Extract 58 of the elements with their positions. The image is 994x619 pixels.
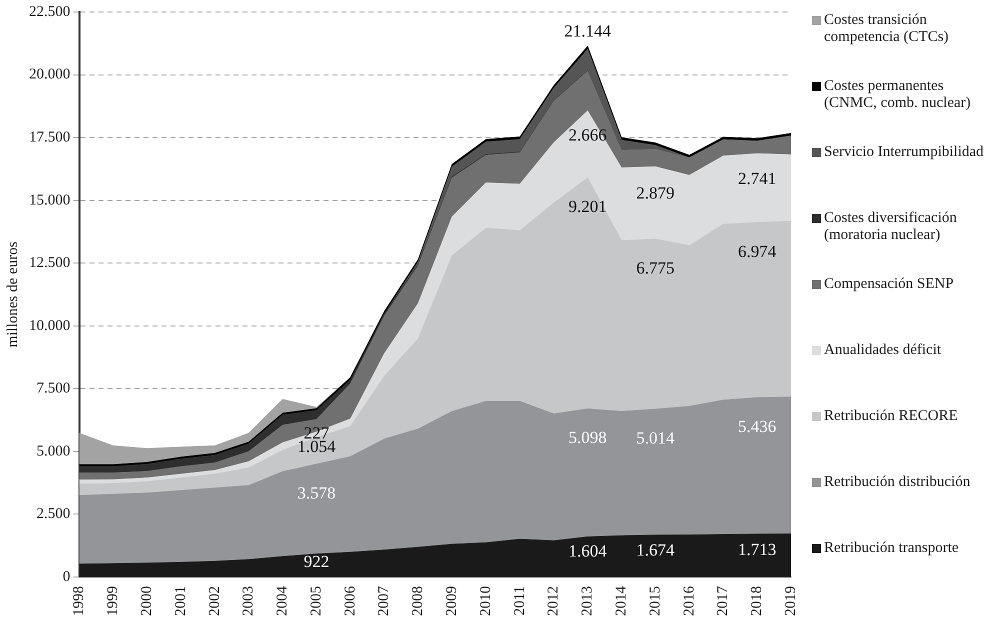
y-tick-label: 12.500 bbox=[29, 255, 70, 272]
x-tick-label: 2017 bbox=[715, 586, 732, 616]
y-tick-label: 15.000 bbox=[29, 192, 70, 208]
y-tick-label: 20.000 bbox=[29, 66, 70, 83]
legend-label: Compensación SENP bbox=[824, 276, 954, 293]
data-label: 2.879 bbox=[636, 184, 675, 203]
x-tick-label: 2012 bbox=[546, 586, 562, 616]
x-tick-label: 2007 bbox=[376, 586, 392, 616]
y-tick-label: 5.000 bbox=[36, 443, 70, 460]
data-label: 1.713 bbox=[738, 540, 776, 559]
x-tick-label: 2009 bbox=[444, 586, 460, 616]
x-tick-label: 1999 bbox=[105, 586, 122, 616]
data-label: 2.666 bbox=[568, 126, 607, 145]
data-label: 1.674 bbox=[636, 540, 676, 560]
y-axis-title: millones de euros bbox=[4, 241, 21, 348]
x-tick-label: 2002 bbox=[206, 586, 223, 616]
y-tick-label: 2.500 bbox=[36, 506, 70, 522]
data-label: 6.775 bbox=[636, 258, 675, 278]
data-label: 1.054 bbox=[297, 437, 336, 456]
x-tick-label: 2006 bbox=[342, 586, 358, 616]
data-label: 9.201 bbox=[568, 197, 607, 216]
legend-label: Retribución distribución bbox=[824, 474, 970, 491]
annotation: 21.144 bbox=[564, 22, 612, 41]
x-tick-label: 2014 bbox=[613, 586, 630, 616]
y-tick-label: 0 bbox=[62, 568, 70, 585]
x-tick-label: 2013 bbox=[580, 586, 596, 616]
data-label: 3.578 bbox=[297, 483, 336, 502]
legend-label: Costes transición competencia (CTCs) bbox=[824, 12, 950, 46]
x-tick-label: 2004 bbox=[274, 586, 291, 616]
data-label: 922 bbox=[304, 552, 330, 572]
y-tick-label: 7.500 bbox=[36, 380, 70, 397]
legend-label: Anualidades déficit bbox=[824, 342, 942, 359]
x-tick-label: 2003 bbox=[240, 586, 257, 616]
x-tick-label: 2016 bbox=[681, 586, 698, 616]
data-label: 5.436 bbox=[738, 416, 776, 436]
data-label: 2.741 bbox=[738, 169, 776, 188]
x-tick-label: 2008 bbox=[410, 586, 426, 616]
legend-label: Servicio Interrumpibilidad bbox=[824, 144, 984, 161]
x-tick-label: 2010 bbox=[478, 586, 494, 616]
data-label: 5.098 bbox=[568, 428, 607, 448]
x-tick-label: 2011 bbox=[512, 586, 528, 616]
x-tick-label: 2005 bbox=[308, 586, 324, 616]
legend-label: Retribución transporte bbox=[824, 540, 959, 557]
x-tick-label: 2015 bbox=[647, 586, 664, 616]
x-tick-label: 1998 bbox=[71, 586, 88, 616]
x-tick-label: 2019 bbox=[782, 586, 799, 616]
data-label: 6.974 bbox=[738, 242, 777, 261]
data-label: 1.604 bbox=[568, 541, 608, 560]
legend-label: Retribución RECORE bbox=[824, 408, 958, 425]
x-tick-label: 2000 bbox=[138, 586, 155, 616]
y-tick-label: 17.500 bbox=[29, 129, 70, 146]
y-tick-label: 22.500 bbox=[29, 4, 70, 20]
x-tick-label: 2001 bbox=[172, 586, 189, 616]
x-tick-label: 2018 bbox=[749, 586, 766, 616]
y-tick-label: 10.000 bbox=[29, 318, 70, 334]
data-label: 5.014 bbox=[636, 428, 676, 448]
legend-label: Costes diversificación (moratoria nuclear) bbox=[824, 210, 958, 244]
legend-label: Costes permanentes (CNMC, comb. nuclear) bbox=[824, 78, 972, 112]
